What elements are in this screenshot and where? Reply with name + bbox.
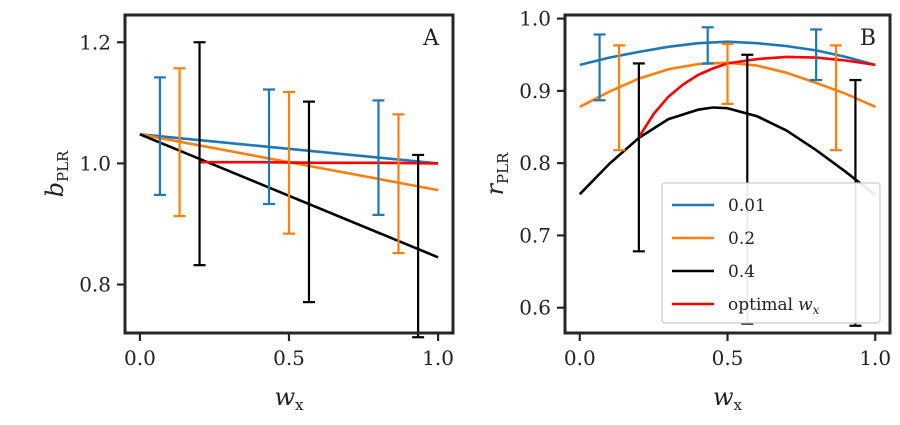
panel-a-error-bar-1 [263,88,276,206]
panel-b: 0.0 0.5 1.0 0.6 0.7 0.8 0.9 1.0 B 0.01 0.2 0.4 optim… [519,7,892,370]
panel-b-y-axis-title: rPLR [481,152,512,196]
panel-a-x-tick-label: 1.0 [422,346,454,370]
panel-b-series-line-2 [578,106,877,197]
panel-a-error-bar-8 [412,153,425,339]
legend-box [661,182,881,324]
panel-b-error-bar-6 [632,62,645,253]
panel-b-error-bar-4 [721,42,734,105]
panel-a-y-tick-label: 1.0 [79,151,111,175]
legend-label: 0.2 [728,229,755,249]
panel-a-error-bar-0 [153,76,166,196]
panel-b-x-tick-label: 1.0 [859,346,891,370]
panel-a: 0.0 0.5 1.0 0.8 1.0 1.2 A [79,13,455,370]
y-axis-subscript: PLR [54,150,72,182]
x-axis-symbol: w [713,383,734,411]
panel-b-error-bar-2 [810,28,823,82]
panel-b-x-axis-title: wx [713,383,743,414]
legend-entry-3: optimal wx [672,295,820,317]
panel-a-x-tick-label: 0.0 [124,346,156,370]
x-axis-subscript: x [295,396,304,414]
panel-b-legend: 0.01 0.2 0.4 optimal wx [661,182,881,324]
x-axis-symbol: w [274,383,295,411]
legend-label-text: 0.2 [728,229,755,249]
panel-b-x-tick-label: 0.5 [712,346,744,370]
panel-b-y-tick-label: 1.0 [519,7,551,31]
panel-a-error-bar-2 [372,99,385,216]
panel-b-y-tick-label: 0.8 [519,151,551,175]
panel-b-label: B [860,26,876,51]
legend-label: optimal wx [728,295,820,317]
panel-a-x-axis-title: wx [274,383,304,414]
panel-b-error-bar-0 [593,33,606,102]
y-axis-symbol: b [41,182,69,197]
panel-a-y-axis-title: bPLR [41,150,72,197]
x-axis-subscript: x [734,396,743,414]
panel-a-error-bar-7 [302,100,315,304]
panel-b-y-tick-label: 0.7 [519,223,551,247]
panel-a-x-tick-label: 0.5 [273,346,305,370]
legend-label-text: optimal [728,295,793,315]
panel-a-error-bar-6 [193,41,206,267]
panel-b-series-line-3 [637,55,876,138]
legend-label-math: w [798,295,813,315]
panel-a-series-line-3 [199,160,439,165]
legend-entry-2: 0.4 [672,262,755,282]
legend-entry-1: 0.2 [672,229,755,249]
legend-entry-0: 0.01 [672,196,766,216]
legend-label-text: 0.4 [728,262,755,282]
panel-b-y-tick-label: 0.9 [519,79,551,103]
panel-b-series-line-0 [579,40,876,67]
panel-a-y-tick-label: 1.2 [79,30,111,54]
panel-a-error-bar-3 [173,67,186,218]
panel-b-error-bar-5 [829,44,842,152]
legend-label: 0.4 [728,262,755,282]
panel-b-y-tick-label: 0.6 [519,296,551,320]
legend-label-text: 0.01 [728,196,766,216]
y-axis-symbol: r [481,182,509,195]
panel-b-x-tick-label: 0.0 [564,346,596,370]
panel-a-y-tick-label: 0.8 [79,273,111,297]
panel-a-error-bar-5 [392,113,405,255]
panel-a-label: A [422,26,440,51]
y-axis-subscript: PLR [494,152,512,184]
panel-b-error-bar-3 [613,44,626,152]
legend-label-math-sub: x [813,303,820,317]
legend-label: 0.01 [728,196,766,216]
panel-a-error-bar-4 [283,90,295,235]
panel-b-error-bar-1 [701,26,714,65]
